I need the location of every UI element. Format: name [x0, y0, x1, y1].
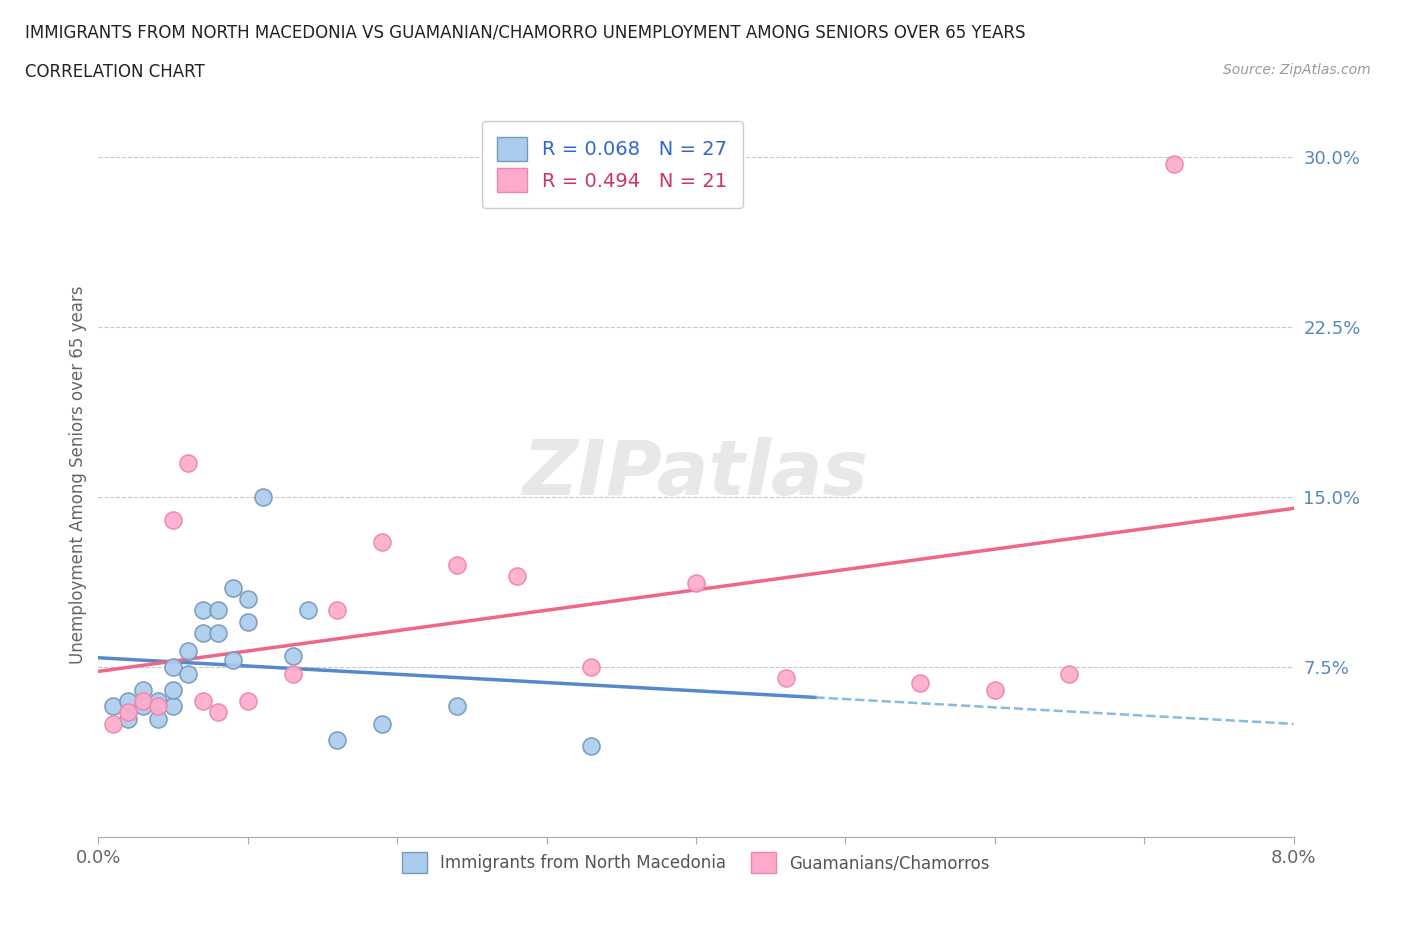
Point [326, 603, 349, 618]
Point [191, 603, 214, 618]
Point [236, 614, 259, 629]
Point [506, 569, 529, 584]
Point [685, 576, 707, 591]
Point [371, 716, 394, 731]
Point [148, 698, 170, 713]
Text: ZIPatlas: ZIPatlas [523, 437, 869, 512]
Point [222, 580, 245, 595]
Point [236, 694, 259, 709]
Point [581, 738, 603, 753]
Point [252, 489, 274, 504]
Point [177, 666, 200, 681]
Point [177, 456, 200, 471]
Point [207, 626, 229, 641]
Point [191, 694, 214, 709]
Point [281, 666, 304, 681]
Point [581, 659, 603, 674]
Point [162, 698, 184, 713]
Point [908, 675, 931, 690]
Point [326, 732, 349, 747]
Point [222, 653, 245, 668]
Point [117, 711, 139, 726]
Y-axis label: Unemployment Among Seniors over 65 years: Unemployment Among Seniors over 65 years [69, 286, 87, 663]
Point [117, 694, 139, 709]
Point [984, 683, 1007, 698]
Point [117, 705, 139, 720]
Point [162, 512, 184, 527]
Point [446, 558, 468, 573]
Point [281, 648, 304, 663]
Point [177, 644, 200, 658]
Text: Source: ZipAtlas.com: Source: ZipAtlas.com [1223, 63, 1371, 77]
Point [191, 626, 214, 641]
Point [1059, 666, 1081, 681]
Legend: Immigrants from North Macedonia, Guamanians/Chamorros: Immigrants from North Macedonia, Guamani… [395, 845, 997, 880]
Point [775, 671, 797, 685]
Point [207, 705, 229, 720]
Point [236, 591, 259, 606]
Point [162, 659, 184, 674]
Point [132, 683, 155, 698]
Point [1163, 156, 1185, 171]
Text: IMMIGRANTS FROM NORTH MACEDONIA VS GUAMANIAN/CHAMORRO UNEMPLOYMENT AMONG SENIORS: IMMIGRANTS FROM NORTH MACEDONIA VS GUAMA… [25, 23, 1026, 41]
Point [148, 711, 170, 726]
Point [297, 603, 319, 618]
Point [132, 698, 155, 713]
Point [162, 683, 184, 698]
Point [446, 698, 468, 713]
Text: CORRELATION CHART: CORRELATION CHART [25, 63, 205, 81]
Point [132, 694, 155, 709]
Point [103, 698, 125, 713]
Point [371, 535, 394, 550]
Point [148, 694, 170, 709]
Point [207, 603, 229, 618]
Point [103, 716, 125, 731]
